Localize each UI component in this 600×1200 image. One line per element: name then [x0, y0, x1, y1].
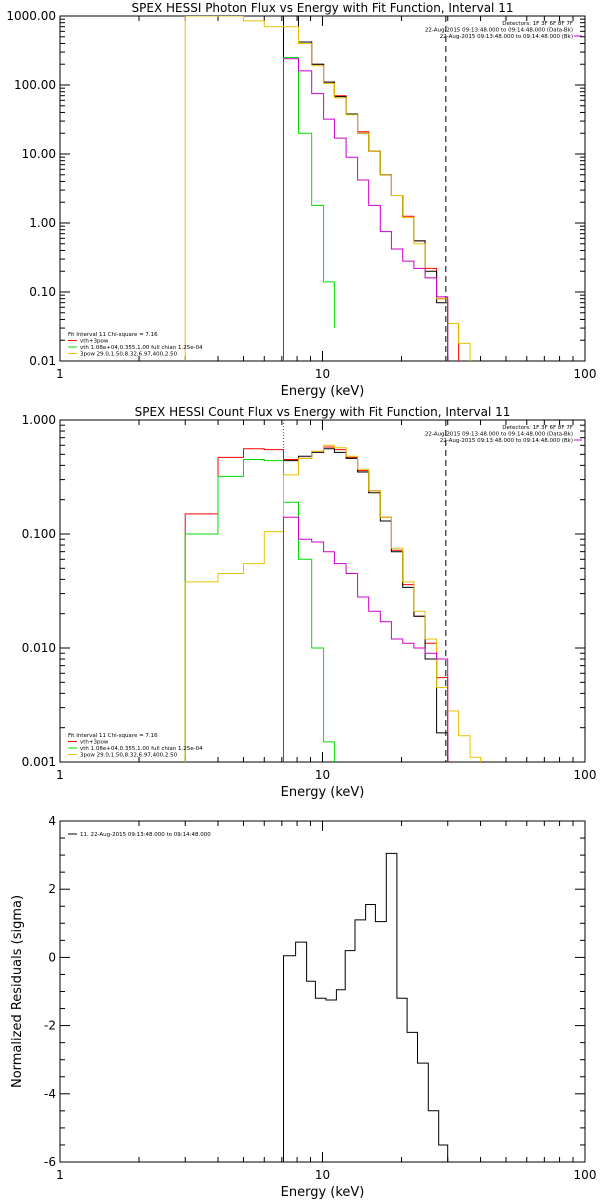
- header-line: 22-Aug-2015 09:13:48.000 to 09:14:48.000…: [425, 28, 573, 34]
- x-tick-label: 10: [315, 1168, 330, 1182]
- x-tick-label: 100: [574, 367, 597, 381]
- header-line: Detectors: 1F 3F 6F 8F 7F: [502, 425, 573, 431]
- x-tick-label: 1: [56, 1168, 64, 1182]
- chart-1: SPEX HESSI Photon Flux vs Energy with Fi…: [6, 1, 596, 399]
- y-tick-label: 0.01: [29, 354, 56, 368]
- series-line: [283, 16, 449, 361]
- header-line: 22-Aug-2015 09:13:48.000 to 09:14:48.000…: [425, 432, 573, 438]
- chart-title: SPEX HESSI Photon Flux vs Energy with Fi…: [132, 1, 514, 15]
- series-line: [184, 459, 335, 762]
- y-tick-label: 1.000: [22, 413, 56, 427]
- x-axis-label: Energy (keV): [281, 1185, 365, 1200]
- y-tick-label: 4: [48, 814, 56, 828]
- y-tick-label: 0.001: [22, 755, 56, 769]
- plot-frame: [59, 419, 586, 763]
- y-tick-label: 2: [48, 882, 56, 896]
- header-line: 22-Aug-2015 09:13:48.000 to 09:14:48.000…: [440, 438, 573, 444]
- legend-entry: Fit Interval 11 Chi-square = 7.16: [68, 733, 158, 739]
- header-line: 22-Aug-2015 09:13:48.000 to 09:14:48.000…: [440, 34, 573, 40]
- series-line: [184, 446, 449, 762]
- legend-entry: vth 1.08e+04,0.355,1.00 full chian 1.25e…: [80, 345, 203, 351]
- header-line: Detectors: 1F 3F 6F 8F 7F: [502, 21, 573, 27]
- series-line: [283, 852, 449, 1162]
- y-tick-label: -6: [44, 1155, 56, 1169]
- x-tick-label: 1: [56, 367, 64, 381]
- y-tick-label: 0.10: [29, 285, 56, 299]
- chart-title: SPEX HESSI Count Flux vs Energy with Fit…: [135, 405, 511, 419]
- legend-entry: vth 1.08e+04,0.355,1.00 full chian 1.25e…: [80, 746, 203, 752]
- x-tick-label: 10: [315, 367, 330, 381]
- y-tick-label: 1000.00: [6, 9, 56, 23]
- x-tick-label: 1: [56, 768, 64, 782]
- legend-entry: 3pow 29.0,1.50,8.32,6.97,400,2.50: [80, 753, 178, 759]
- legend-entry: 3pow 29.0,1.50,8.32,6.97,400,2.50: [80, 352, 178, 358]
- plot-frame: [59, 15, 586, 362]
- series-line: [283, 57, 335, 361]
- y-tick-label: 10.00: [22, 147, 56, 161]
- chart-2: SPEX HESSI Count Flux vs Energy with Fit…: [22, 405, 597, 800]
- series-line: [283, 516, 449, 762]
- chart-3: 1 10 100 4 2 0 -2 -4 -6 Energy (keV) Normalized Re…: [10, 814, 596, 1200]
- series-line: [283, 58, 449, 361]
- y-axis-label: Normalized Residuals (sigma): [10, 895, 25, 1088]
- legend-entry: vth+3pow: [80, 740, 109, 746]
- plot-frame: [59, 820, 586, 1163]
- series-line: [283, 448, 449, 762]
- legend-entry: vth+3pow: [80, 339, 109, 345]
- series-line: [283, 16, 460, 361]
- x-axis-label: Energy (keV): [281, 785, 365, 800]
- y-tick-label: 100.00: [14, 78, 56, 92]
- series-line: [184, 444, 481, 762]
- x-axis-label: Energy (keV): [281, 384, 365, 399]
- y-tick-label: 1.00: [29, 216, 56, 230]
- y-tick-label: 0.010: [22, 641, 56, 655]
- y-tick-label: -4: [44, 1087, 56, 1101]
- x-tick-label: 100: [574, 1168, 597, 1182]
- x-tick-label: 100: [574, 768, 597, 782]
- y-tick-label: -2: [44, 1019, 56, 1033]
- y-tick-label: 0: [48, 950, 56, 964]
- x-tick-label: 10: [315, 768, 330, 782]
- series-line: [184, 16, 471, 361]
- legend-entry: Fit Interval 11 Chi-square = 7.16: [68, 332, 158, 338]
- legend-entry: 11. 22-Aug-2015 09:13:48.000 to 09:14:48…: [80, 832, 211, 838]
- y-tick-label: 0.100: [22, 527, 56, 541]
